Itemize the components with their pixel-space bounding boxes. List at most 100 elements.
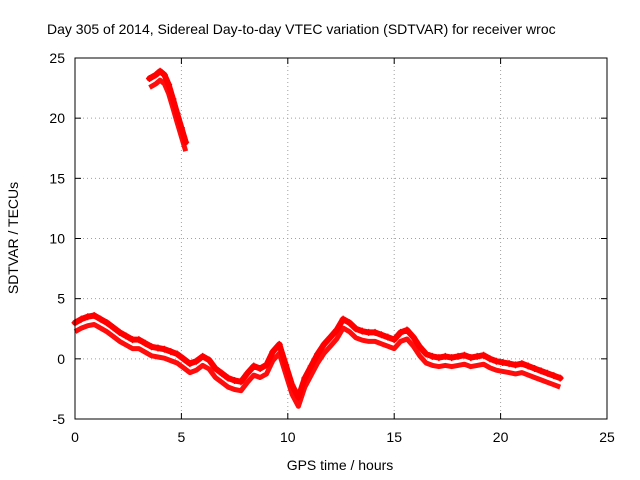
y-tick-label: -5 — [53, 411, 66, 427]
data-point — [499, 358, 507, 366]
data-point — [460, 351, 468, 359]
data-point — [282, 361, 290, 369]
data-point — [145, 74, 153, 82]
data-point — [156, 67, 164, 75]
series-band-offset — [148, 77, 189, 152]
data-point — [480, 351, 488, 359]
data-point — [339, 315, 347, 323]
data-point — [116, 328, 124, 336]
data-point — [409, 333, 417, 341]
data-point — [269, 348, 277, 356]
data-point — [109, 324, 117, 332]
data-point — [384, 333, 392, 341]
data-point — [397, 328, 405, 336]
data-point — [473, 352, 481, 360]
series-early-segment — [145, 67, 190, 152]
data-point — [307, 362, 315, 370]
data-point — [224, 374, 232, 382]
y-tick-label: 5 — [57, 291, 65, 307]
x-axis-title: GPS time / hours — [287, 457, 394, 473]
data-point — [97, 315, 105, 323]
data-point — [77, 315, 85, 323]
data-point — [467, 354, 475, 362]
data-point — [160, 345, 168, 353]
y-tick-label: 0 — [57, 351, 65, 367]
data-point — [211, 364, 219, 372]
data-point — [177, 124, 185, 132]
data-point — [243, 369, 251, 377]
data-point — [275, 340, 283, 348]
data-point — [320, 340, 328, 348]
data-point — [537, 367, 545, 375]
data-point — [543, 369, 551, 377]
data-point — [358, 327, 366, 335]
data-point — [556, 374, 564, 382]
data-point — [152, 71, 160, 79]
data-point — [416, 343, 424, 351]
data-point — [148, 343, 156, 351]
data-point — [160, 71, 168, 79]
data-point — [454, 352, 462, 360]
data-point — [511, 361, 519, 369]
data-point — [365, 328, 373, 336]
data-point — [263, 361, 271, 369]
data-point — [135, 336, 143, 344]
x-tick-label: 0 — [71, 429, 79, 445]
data-point — [169, 95, 177, 103]
axis-ticks: 0 5 10 15 20 25 -5 0 5 10 15 20 25 — [49, 50, 615, 445]
data-point — [250, 362, 258, 370]
series-band-offset — [73, 322, 562, 409]
data-point — [333, 326, 341, 334]
data-point — [128, 336, 136, 344]
y-tick-label: 20 — [49, 110, 65, 126]
x-tick-label: 10 — [280, 429, 296, 445]
data-point — [550, 372, 558, 380]
data-point — [192, 357, 200, 365]
data-point — [231, 376, 239, 384]
data-point — [486, 355, 494, 363]
data-point — [301, 374, 309, 382]
data-point — [186, 360, 194, 368]
data-point — [84, 313, 92, 321]
data-point — [326, 333, 334, 341]
data-point — [173, 109, 181, 117]
x-tick-label: 15 — [386, 429, 402, 445]
y-axis-title: SDTVAR / TECUs — [5, 182, 21, 294]
data-point — [141, 339, 149, 347]
data-point — [237, 378, 245, 386]
data-point — [103, 319, 111, 327]
data-point — [167, 348, 175, 356]
data-point — [505, 360, 513, 368]
data-point — [256, 364, 264, 372]
data-point — [403, 326, 411, 334]
data-point — [90, 312, 98, 320]
data-point — [524, 362, 532, 370]
data-point — [390, 336, 398, 344]
data-point — [441, 352, 449, 360]
data-point — [314, 350, 322, 358]
data-point — [492, 357, 500, 365]
data-marks — [71, 67, 564, 409]
data-point — [377, 331, 385, 339]
data-point — [122, 332, 130, 340]
chart-title: Day 305 of 2014, Sidereal Day-to-day VTE… — [47, 21, 556, 37]
data-point — [199, 352, 207, 360]
data-point — [154, 344, 162, 352]
data-point — [288, 381, 296, 389]
data-point — [371, 328, 379, 336]
data-point — [173, 350, 181, 358]
data-point — [205, 356, 213, 364]
y-tick-label: 10 — [49, 231, 65, 247]
data-point — [448, 354, 456, 362]
data-point — [294, 393, 302, 401]
data-point — [352, 325, 360, 333]
x-tick-label: 5 — [178, 429, 186, 445]
data-point — [180, 355, 188, 363]
data-point — [435, 354, 443, 362]
data-point — [422, 350, 430, 358]
y-tick-label: 15 — [49, 170, 65, 186]
data-point — [182, 138, 190, 146]
data-point — [218, 369, 226, 377]
data-point — [165, 80, 173, 88]
